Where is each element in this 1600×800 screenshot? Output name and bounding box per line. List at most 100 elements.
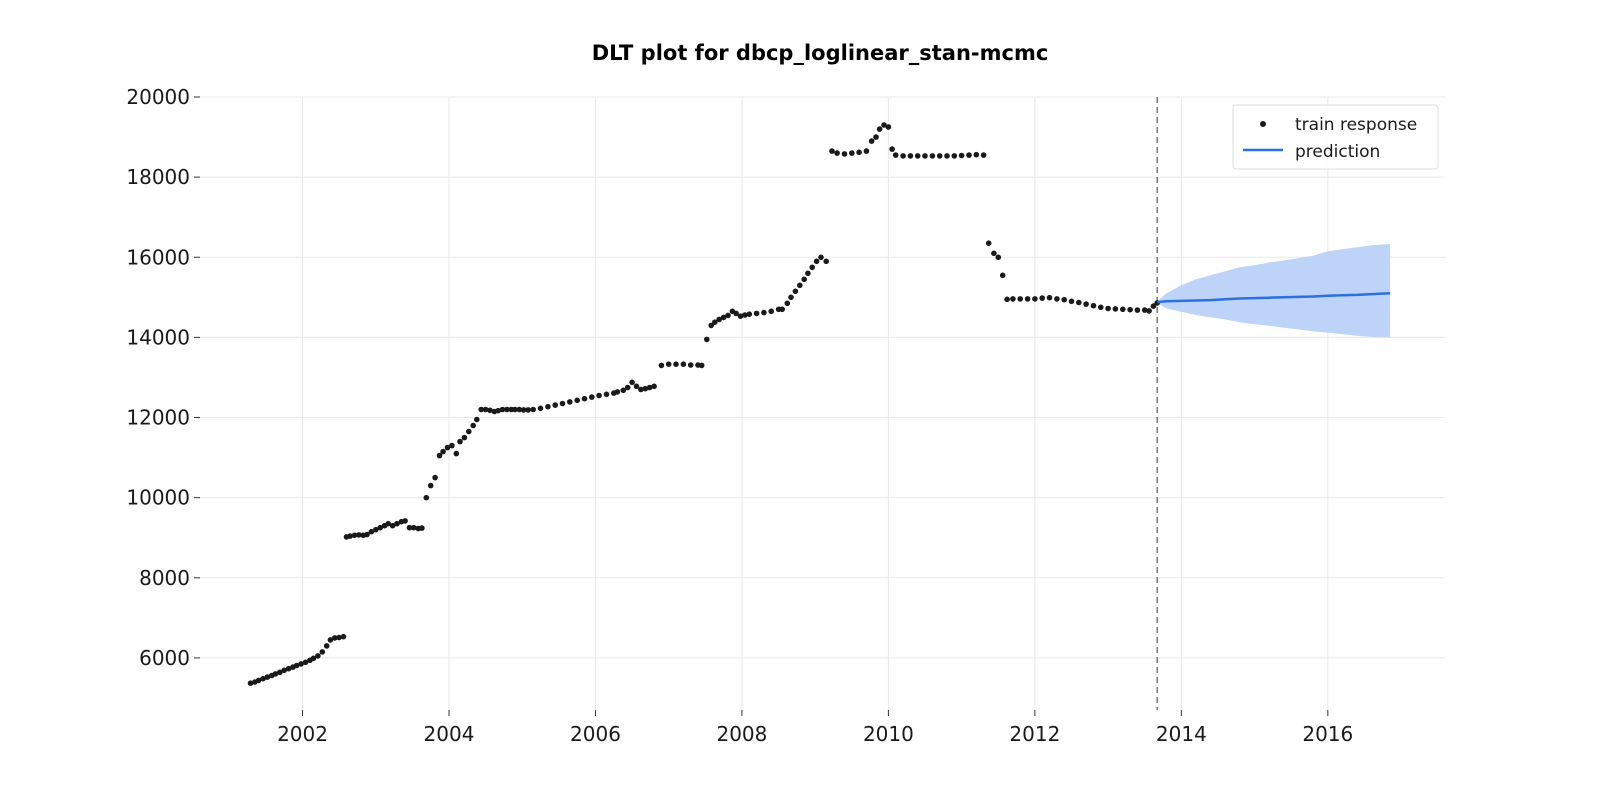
train-point: [1076, 299, 1082, 306]
train-point: [272, 671, 279, 677]
train-point: [1112, 306, 1119, 312]
train-point: [914, 153, 921, 159]
prediction-band: [1157, 244, 1391, 338]
train-point: [936, 153, 943, 159]
y-tick-label: 10000: [126, 486, 190, 510]
train-point: [520, 407, 527, 413]
train-point: [1083, 301, 1089, 307]
train-point: [512, 406, 518, 413]
train-point: [525, 407, 531, 413]
train-point: [813, 258, 820, 265]
train-point: [753, 310, 760, 317]
train-point: [900, 153, 906, 159]
train-point: [1150, 303, 1157, 309]
train-point: [646, 384, 653, 391]
x-tick-label: 2010: [863, 722, 914, 746]
train-point: [658, 362, 665, 369]
train-point: [614, 389, 621, 395]
train-point: [411, 524, 417, 531]
train-point: [829, 148, 835, 154]
train-point: [530, 406, 536, 413]
train-point: [368, 528, 375, 535]
train-point: [889, 146, 895, 152]
grid: [200, 96, 1445, 710]
train-point: [406, 524, 413, 531]
train-point: [444, 444, 451, 451]
legend-box: [1232, 104, 1439, 170]
train-point: [504, 406, 510, 413]
train-point: [281, 667, 288, 674]
train-point: [385, 520, 392, 527]
train-point: [779, 306, 785, 313]
train-point: [589, 394, 595, 400]
train-point: [1039, 295, 1045, 301]
train-point: [436, 452, 443, 459]
train-point: [264, 674, 271, 680]
train-point: [482, 406, 489, 413]
train-point: [633, 383, 640, 390]
train-point: [1068, 298, 1075, 305]
train-point: [642, 385, 649, 392]
train-point: [559, 400, 566, 407]
train-point: [761, 309, 767, 316]
train-point: [373, 526, 379, 533]
train-point: [1105, 305, 1111, 312]
train-point: [951, 153, 958, 159]
train-point: [892, 152, 899, 158]
x-tick-label: 2012: [1009, 722, 1060, 746]
train-point: [364, 531, 370, 538]
x-tick-label: 2016: [1302, 722, 1353, 746]
train-point: [801, 276, 807, 283]
train-point: [440, 448, 446, 455]
train-point: [746, 311, 753, 318]
train-point: [995, 254, 1002, 261]
train-point: [1046, 294, 1053, 301]
train-point: [1098, 304, 1104, 311]
y-tick-label: 20000: [126, 85, 190, 109]
train-point: [1061, 296, 1067, 303]
train-point: [885, 124, 892, 130]
train-point: [394, 520, 400, 527]
train-point: [784, 300, 791, 307]
prediction-line: [1157, 292, 1391, 304]
train-point: [402, 518, 408, 524]
train-point: [856, 149, 862, 156]
train-point: [704, 336, 710, 343]
train-point: [929, 153, 936, 159]
train-point: [495, 407, 501, 414]
train-point: [1004, 296, 1010, 303]
train-point: [474, 416, 480, 423]
train-point: [596, 392, 602, 399]
train-point: [708, 322, 714, 329]
x-tick-label: 2002: [277, 722, 328, 746]
x-axis: 2002 2004 2006 2008 2010 2012 2014 2016: [277, 710, 1353, 746]
train-point: [1134, 307, 1141, 313]
train-point: [687, 362, 694, 368]
train-point: [742, 312, 748, 318]
train-point: [873, 134, 879, 140]
train-point: [863, 148, 870, 154]
train-point: [834, 150, 840, 156]
train-point: [1010, 296, 1016, 302]
train-point: [966, 152, 972, 158]
train-point: [680, 361, 687, 368]
train-point: [629, 379, 635, 386]
train-point: [624, 384, 631, 391]
chart-title: DLT plot for dbcp_loglinear_stan-mcmc: [592, 41, 1049, 65]
train-point: [712, 319, 718, 326]
train-point: [453, 450, 460, 457]
train-point: [466, 428, 472, 435]
x-tick-label: 2014: [1156, 722, 1207, 746]
train-point: [881, 122, 887, 128]
y-tick-label: 14000: [126, 325, 190, 349]
train-point: [876, 126, 883, 132]
train-point: [733, 310, 739, 317]
train-point: [716, 316, 722, 323]
train-point: [423, 494, 430, 501]
train-point: [620, 387, 627, 394]
train-point: [651, 383, 657, 390]
train-point: [389, 522, 396, 529]
train-point: [603, 391, 610, 398]
x-tick-label: 2004: [424, 722, 475, 746]
